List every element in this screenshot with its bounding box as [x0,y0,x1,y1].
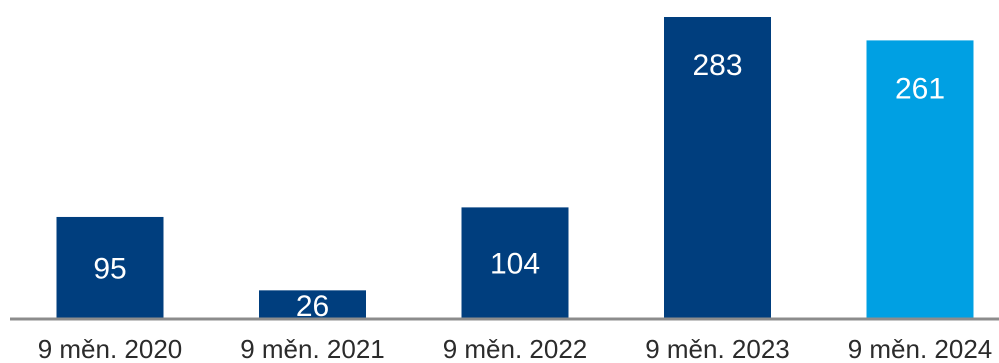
bar-4 [866,40,974,318]
data-label-0: 95 [93,252,126,285]
bar-3 [664,17,771,318]
category-label-0: 9 měn. 2020 [38,334,183,363]
data-label-2: 104 [490,248,540,281]
labels-group: 95 9 měn. 2020 26 9 měn. 2021 104 9 měn. 2022… [38,49,993,363]
data-label-4: 261 [895,72,945,105]
data-label-3: 283 [692,49,742,82]
category-label-2: 9 měn. 2022 [443,334,588,363]
bar-0 [56,216,164,318]
category-label-3: 9 měn. 2023 [645,334,790,363]
category-label-1: 9 měn. 2021 [240,334,385,363]
category-label-4: 9 měn. 2024 [848,334,993,363]
bar-1 [259,290,366,318]
data-label-1: 26 [296,290,329,323]
bars-group [56,17,974,318]
bar-2 [461,207,569,318]
